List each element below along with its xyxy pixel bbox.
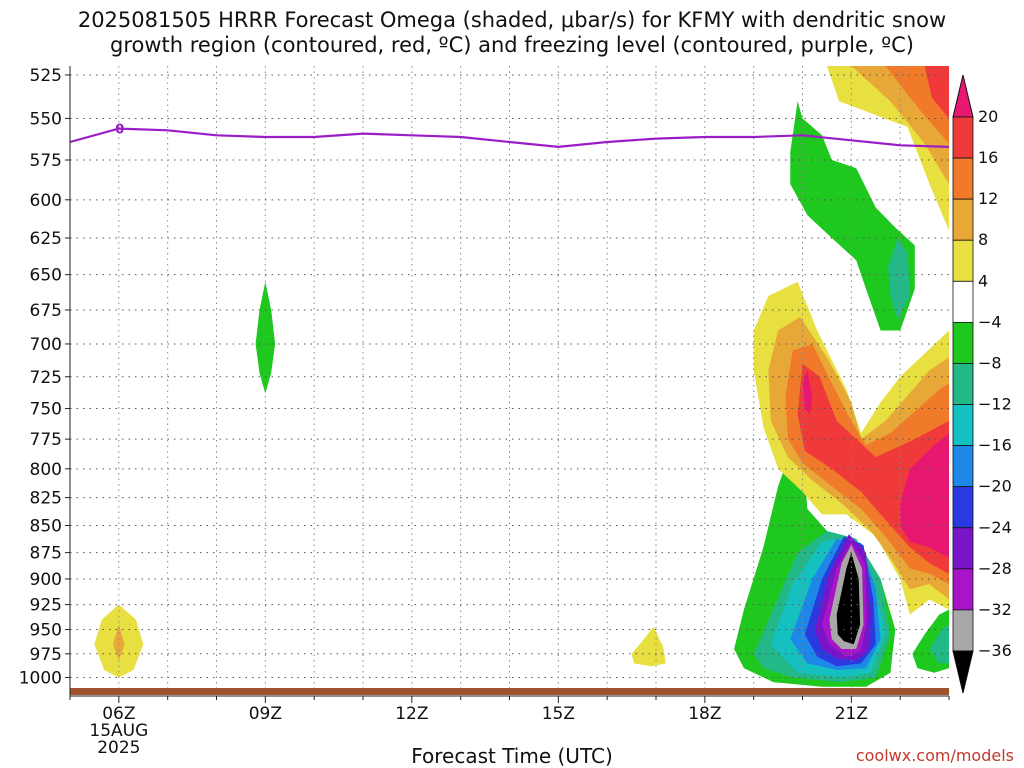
colorbar: 20 16 12 8 4 −4 −8 −12 −16 −20 −24 −28 −32 −36 [952, 74, 1012, 694]
colorbar-label-4: 4 [978, 271, 988, 290]
y-tick-label-700: 700 [30, 335, 62, 355]
colorbar-label-12: −32 [978, 600, 1012, 619]
region-red-top [924, 66, 949, 119]
x-tick-label-12Z: 12Z [395, 704, 428, 724]
freezing-level-contour: 0 [69, 123, 950, 149]
colorbar-band-12 [952, 568, 974, 611]
colorbar-label-1: 16 [978, 148, 998, 167]
region-teal-lower-right [929, 624, 949, 664]
credit-link[interactable]: coolwx.com/models [855, 746, 1014, 765]
colorbar-label-3: 8 [978, 230, 988, 249]
y-tick-label-825: 825 [30, 489, 62, 509]
region-pink-small [802, 370, 813, 415]
colorbar-band-5 [952, 280, 974, 323]
y-tick-label-950: 950 [30, 621, 62, 641]
x-tick-year: 2025 [97, 738, 140, 758]
colorbar-label-8: −16 [978, 436, 1012, 455]
terrain-bar [70, 688, 949, 695]
region-yellow-17z [631, 626, 666, 667]
x-tick-label-15Z: 15Z [542, 704, 575, 724]
colorbar-band-11 [952, 527, 974, 570]
y-tick-label-900: 900 [30, 570, 62, 590]
chart-title: 2025081505 HRRR Forecast Omega (shaded, … [0, 8, 1024, 58]
y-tick-label-550: 550 [30, 109, 62, 129]
colorbar-band-1 [952, 116, 974, 159]
y-tick-label-1000: 1000 [19, 668, 62, 688]
y-tick-label-775: 775 [30, 430, 62, 450]
y-tick-label-750: 750 [30, 399, 62, 419]
freezing-level-label: 0 [115, 123, 124, 138]
y-tick-label-525: 525 [30, 66, 62, 86]
y-tick-label-600: 600 [30, 191, 62, 211]
region-sfc-orange-06z [113, 624, 125, 661]
title-line-2: growth region (contoured, red, ºC) and f… [110, 33, 914, 57]
colorbar-band-2 [952, 157, 974, 200]
terrain-surface [70, 688, 949, 695]
colorbar-label-13: −36 [978, 641, 1012, 660]
omega-shading [94, 66, 949, 687]
x-tick-label-21Z: 21Z [835, 704, 868, 724]
region-pink-mid [900, 433, 949, 558]
colorbar-label-11: −28 [978, 559, 1012, 578]
colorbar-label-0: 20 [978, 107, 998, 126]
y-tick-label-875: 875 [30, 544, 62, 564]
x-tick-date: 15AUG [89, 721, 148, 741]
y-tick-label-800: 800 [30, 460, 62, 480]
colorbar-band-7 [952, 363, 974, 405]
y-tick-label-575: 575 [30, 151, 62, 171]
y-tick-label-675: 675 [30, 301, 62, 321]
colorbar-label-10: −24 [978, 518, 1012, 537]
colorbar-bottom-arrow [952, 650, 974, 694]
freezing-level-line [69, 127, 950, 149]
x-tick-label-06Z: 06Z [102, 704, 135, 724]
x-tick-label-18Z: 18Z [688, 704, 721, 724]
region-green-09z [255, 281, 276, 394]
y-tick-label-650: 650 [30, 266, 62, 286]
colorbar-label-5: −4 [978, 312, 1002, 331]
x-axis-label: Forecast Time (UTC) [411, 744, 613, 768]
colorbar-band-13 [952, 609, 974, 652]
region-green-upper [790, 101, 915, 331]
y-tick-label-850: 850 [30, 517, 62, 537]
axes: 525 550 575 600 625 650 675 700 725 750 775 800 825 8… [19, 66, 950, 758]
grid-lines [70, 66, 949, 696]
colorbar-label-2: 12 [978, 189, 998, 208]
colorbar-band-3 [952, 198, 974, 241]
y-tick-label-725: 725 [30, 368, 62, 388]
colorbar-label-6: −8 [978, 353, 1002, 372]
colorbar-band-8 [952, 404, 974, 447]
colorbar-band-10 [952, 486, 974, 529]
title-line-1: 2025081505 HRRR Forecast Omega (shaded, … [77, 8, 947, 32]
colorbar-label-9: −20 [978, 477, 1012, 496]
colorbar-band-4 [952, 239, 974, 282]
colorbar-label-7: −12 [978, 395, 1012, 414]
region-teal-upper [888, 238, 910, 320]
colorbar-top-arrow [952, 74, 974, 118]
y-tick-label-975: 975 [30, 645, 62, 665]
colorbar-band-6 [952, 321, 974, 364]
y-tick-label-625: 625 [30, 229, 62, 249]
x-tick-label-09Z: 09Z [249, 704, 282, 724]
colorbar-band-9 [952, 445, 974, 488]
y-tick-label-925: 925 [30, 596, 62, 616]
region-black [836, 552, 861, 645]
